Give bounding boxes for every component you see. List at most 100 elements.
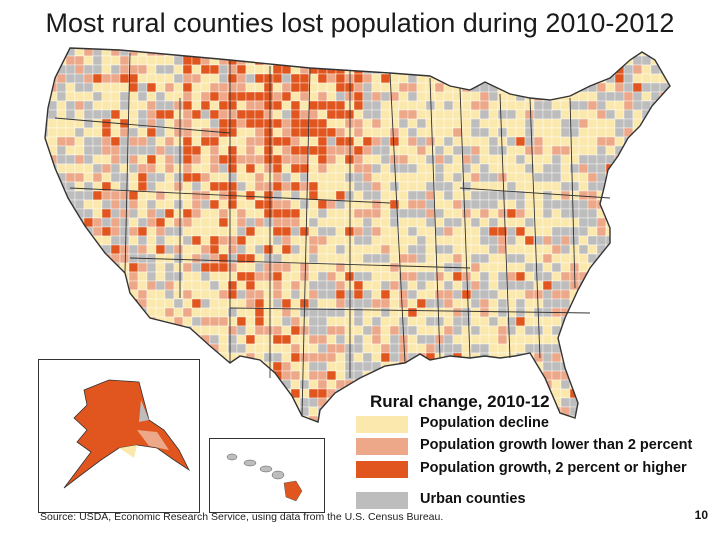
county-cell — [497, 190, 508, 201]
county-cell — [218, 379, 229, 390]
county-cell — [155, 55, 166, 66]
county-cell — [678, 200, 687, 209]
county-cell — [623, 181, 634, 192]
county-cell — [245, 415, 256, 422]
county-cell — [398, 163, 409, 174]
county-cell — [335, 163, 346, 174]
county-cell — [632, 100, 643, 111]
county-cell — [173, 244, 184, 255]
county-cell — [137, 325, 148, 336]
county-cell — [56, 154, 67, 165]
county-cell — [218, 109, 229, 120]
county-cell — [632, 73, 643, 84]
county-cell — [371, 127, 382, 138]
county-cell — [30, 263, 39, 272]
county-cell — [506, 64, 517, 75]
county-cell — [110, 253, 121, 264]
county-cell — [605, 325, 616, 336]
county-cell — [110, 289, 121, 300]
county-cell — [47, 298, 58, 309]
county-cell — [317, 379, 328, 390]
county-cell — [335, 172, 346, 183]
county-cell — [299, 55, 310, 66]
county-cell — [236, 325, 247, 336]
county-cell — [551, 55, 562, 66]
county-cell — [668, 352, 670, 363]
county-cell — [533, 262, 544, 273]
county-cell — [209, 325, 220, 336]
county-cell — [101, 154, 112, 165]
county-cell — [119, 334, 130, 345]
county-cell — [227, 109, 238, 120]
county-cell — [272, 181, 283, 192]
county-cell — [569, 48, 580, 57]
county-cell — [479, 100, 490, 111]
county-cell — [479, 127, 490, 138]
county-cell — [443, 109, 454, 120]
county-cell — [110, 100, 121, 111]
county-cell — [65, 298, 76, 309]
county-cell — [659, 64, 670, 75]
county-cell — [236, 334, 247, 345]
county-cell — [209, 244, 220, 255]
county-cell — [254, 325, 265, 336]
county-cell — [452, 55, 463, 66]
county-cell — [200, 127, 211, 138]
county-cell — [290, 118, 301, 129]
county-cell — [209, 145, 220, 156]
county-cell — [65, 172, 76, 183]
county-cell — [128, 262, 139, 273]
county-cell — [353, 226, 364, 237]
county-cell — [668, 334, 670, 345]
county-cell — [587, 325, 598, 336]
county-cell — [605, 280, 616, 291]
county-cell — [560, 64, 571, 75]
county-cell — [182, 217, 193, 228]
county-cell — [641, 325, 652, 336]
county-cell — [678, 137, 687, 146]
county-cell — [335, 181, 346, 192]
county-cell — [524, 298, 535, 309]
county-cell — [227, 415, 238, 422]
county-cell — [182, 199, 193, 210]
county-cell — [371, 217, 382, 228]
county-cell — [245, 262, 256, 273]
county-cell — [678, 236, 687, 245]
county-cell — [182, 181, 193, 192]
county-cell — [443, 271, 454, 282]
county-cell — [578, 262, 589, 273]
county-cell — [407, 226, 418, 237]
county-cell — [659, 217, 670, 228]
county-cell — [272, 48, 283, 57]
county-cell — [678, 182, 687, 191]
county-cell — [534, 38, 543, 47]
county-cell — [83, 208, 94, 219]
county-cell — [155, 127, 166, 138]
county-cell — [227, 271, 238, 282]
legend-label-urban: Urban counties — [420, 491, 526, 507]
county-cell — [353, 343, 364, 354]
county-cell — [326, 298, 337, 309]
county-cell — [137, 172, 148, 183]
county-cell — [146, 325, 157, 336]
county-cell — [182, 118, 193, 129]
county-cell — [281, 91, 292, 102]
county-cell — [380, 100, 391, 111]
county-cell — [569, 217, 580, 228]
county-cell — [578, 109, 589, 120]
county-cell — [461, 118, 472, 129]
county-cell — [345, 425, 354, 434]
county-cell — [146, 145, 157, 156]
county-cell — [596, 48, 607, 57]
county-cell — [416, 298, 427, 309]
county-cell — [65, 136, 76, 147]
county-cell — [371, 325, 382, 336]
county-cell — [687, 254, 696, 263]
county-cell — [659, 208, 670, 219]
county-cell — [398, 145, 409, 156]
county-cell — [407, 271, 418, 282]
county-cell — [560, 145, 571, 156]
county-cell — [605, 370, 616, 381]
county-cell — [200, 235, 211, 246]
county-cell — [30, 218, 39, 227]
